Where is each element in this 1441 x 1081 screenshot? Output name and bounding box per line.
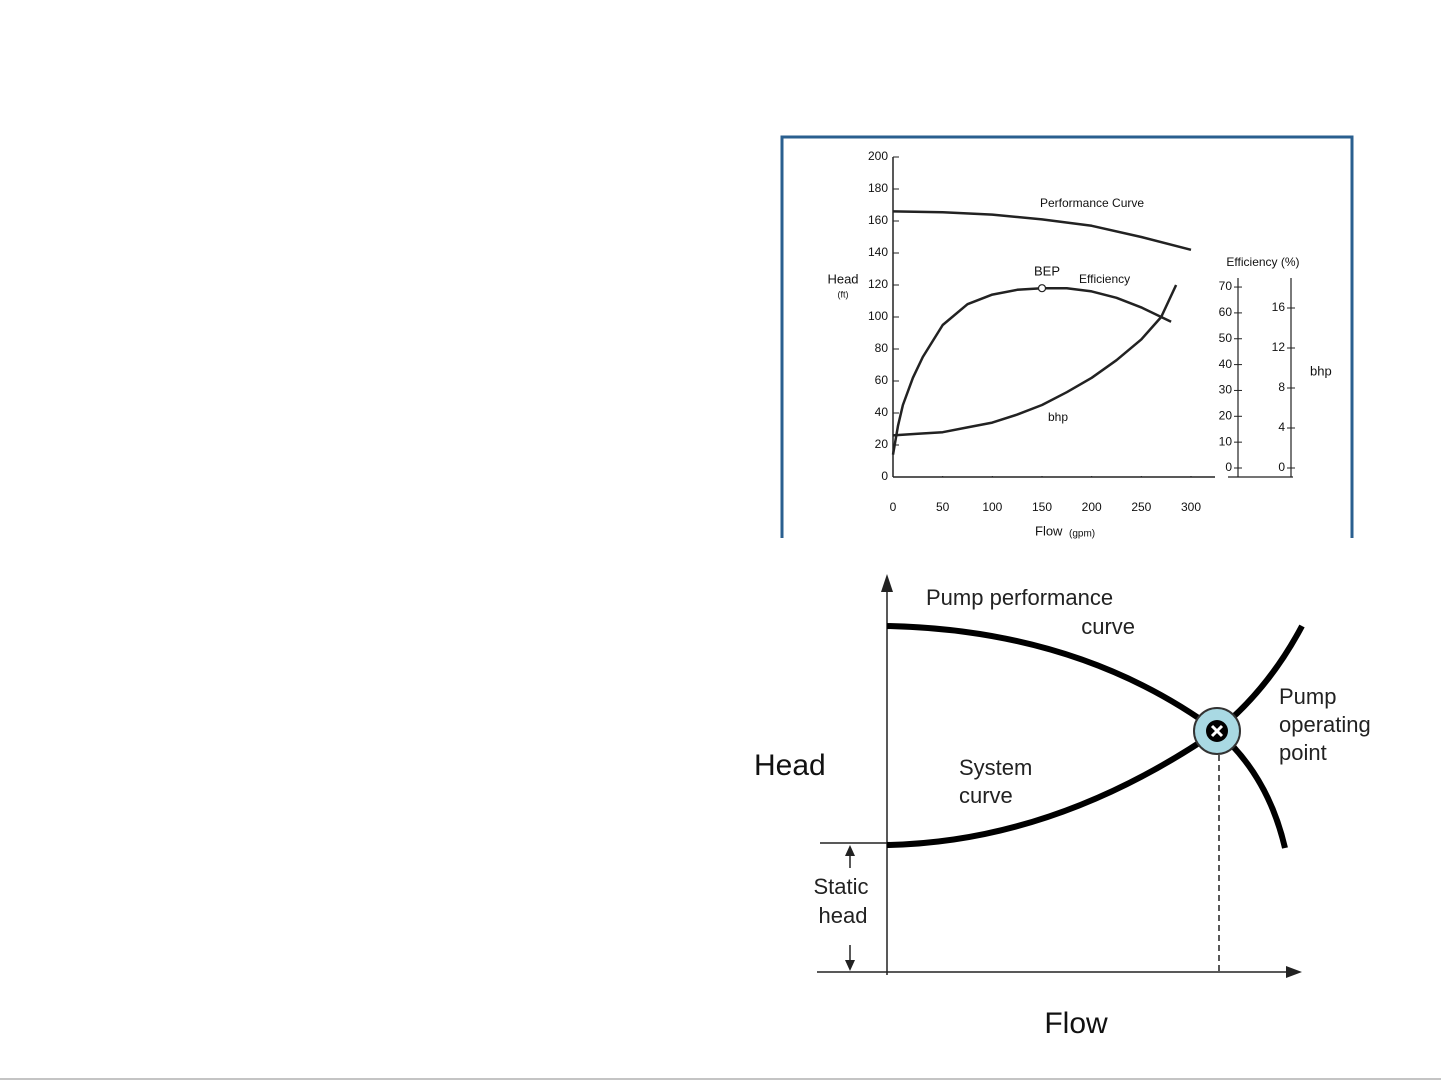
y-tick-label: 40 xyxy=(875,405,889,419)
series-label: Efficiency xyxy=(1079,272,1130,286)
side-tick-label: 10 xyxy=(1219,434,1233,448)
x-tick-label: 250 xyxy=(1131,500,1151,514)
x-axis-label: Flow xyxy=(1035,523,1063,538)
x-tick-label: 200 xyxy=(1082,500,1102,514)
system-curve xyxy=(886,624,1305,848)
y-tick-label: 60 xyxy=(875,373,889,387)
arrow xyxy=(1286,966,1302,978)
side-tick-label: 0 xyxy=(1225,460,1232,474)
side-tick-label: 20 xyxy=(1219,408,1233,422)
x-axis-unit: (gpm) xyxy=(1069,529,1095,540)
y-tick-label: 100 xyxy=(868,309,888,323)
side-tick-label: 70 xyxy=(1219,279,1233,293)
bep-marker xyxy=(1037,284,1047,293)
chart-frame xyxy=(780,135,1354,538)
side-tick-label: 40 xyxy=(1219,357,1233,371)
y2-label: Efficiency (%) xyxy=(1226,255,1299,269)
label: curve xyxy=(1081,614,1135,639)
series-line xyxy=(892,210,1192,252)
side-tick-label: 30 xyxy=(1219,383,1233,397)
side-tick-label: 4 xyxy=(1278,420,1285,434)
series-label: Performance Curve xyxy=(1040,196,1144,210)
side-tick-label: 50 xyxy=(1219,331,1233,345)
x-tick-label: 300 xyxy=(1181,500,1201,514)
y-tick-label: 80 xyxy=(875,341,889,355)
label: Static xyxy=(813,874,868,899)
label: head xyxy=(819,903,868,928)
side-tick-label: 60 xyxy=(1219,305,1233,319)
side-tick-label: 0 xyxy=(1278,460,1285,474)
series-label: bhp xyxy=(1048,410,1068,424)
y-tick-label: 120 xyxy=(868,277,888,291)
y-tick-label: 160 xyxy=(868,213,888,227)
series-line xyxy=(892,284,1178,437)
y-tick-label: 200 xyxy=(868,149,888,163)
arrow xyxy=(845,960,855,971)
label: curve xyxy=(959,783,1013,808)
x-tick-label: 0 xyxy=(890,500,897,514)
label: operating xyxy=(1279,712,1371,737)
x-tick-label: 50 xyxy=(936,500,950,514)
y3-label: bhp xyxy=(1310,363,1332,378)
y-axis-unit: (ft) xyxy=(838,289,849,299)
y-axis-label: Head xyxy=(827,271,858,286)
arrow xyxy=(881,574,893,592)
y-tick-label: 0 xyxy=(881,469,888,483)
operating-diagram: Pump performance curve System curve Pump… xyxy=(754,574,1371,1040)
y-tick-label: 180 xyxy=(868,181,888,195)
pump-curve xyxy=(886,623,1288,849)
y-tick-label: 20 xyxy=(875,437,889,451)
x-tick-label: 150 xyxy=(1032,500,1052,514)
side-tick-label: 8 xyxy=(1278,380,1285,394)
axis-label: Head xyxy=(754,749,826,782)
label: System xyxy=(959,755,1032,780)
label: Pump xyxy=(1279,684,1336,709)
side-tick-label: 16 xyxy=(1272,300,1286,314)
operating-point-x xyxy=(1210,724,1224,738)
y-tick-label: 140 xyxy=(868,245,888,259)
series-line xyxy=(891,286,1172,455)
annotation: BEP xyxy=(1034,264,1060,279)
arrow xyxy=(845,845,855,856)
label: point xyxy=(1279,740,1327,765)
side-tick-label: 12 xyxy=(1272,340,1286,354)
axis-label: Flow xyxy=(1044,1007,1108,1040)
label: Pump performance xyxy=(926,585,1113,610)
x-tick-label: 100 xyxy=(982,500,1002,514)
